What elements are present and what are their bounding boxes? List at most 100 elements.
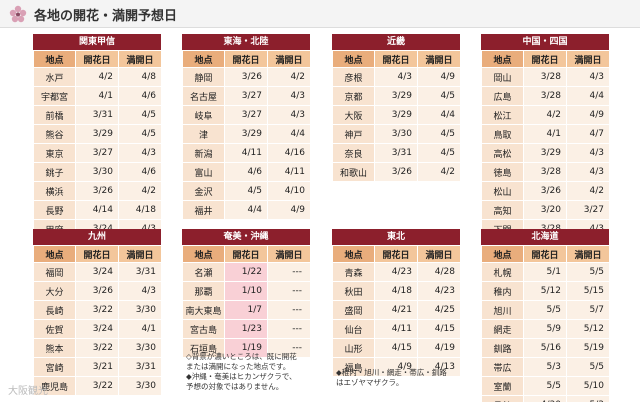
table-row: 前橋 3/31 4/5 <box>33 105 162 125</box>
full-bloom-date-cell: 4/2 <box>417 162 461 182</box>
bloom-date-cell: 3/31 <box>75 105 119 125</box>
region-title: 東海・北陸 <box>182 34 310 50</box>
full-bloom-date-cell: --- <box>267 338 311 358</box>
tohoku-note-line: はエゾヤマザクラ。 <box>336 378 404 387</box>
bloom-date-header: 開花日 <box>523 245 567 263</box>
bloom-date-cell: 5/16 <box>523 338 567 358</box>
bloom-date-cell: 4/5 <box>224 181 268 201</box>
location-cell: 宮古島 <box>182 319 225 339</box>
table-row: 秋田 4/18 4/23 <box>332 281 461 301</box>
table-row: 鳥取 4/1 4/7 <box>481 124 610 144</box>
full-bloom-date-cell: 4/8 <box>118 67 162 87</box>
bloom-date-cell: 4/1 <box>523 124 567 144</box>
location-header: 地点 <box>182 50 225 68</box>
location-cell: 名瀬 <box>182 262 225 282</box>
region-table: 東北 地点 開花日 満開日 青森 4/23 4/28 秋田 4/18 4/23 盛岡 4/21 4/25… <box>332 229 461 377</box>
bloom-date-cell: 5/9 <box>523 319 567 339</box>
full-bloom-date-cell: 4/6 <box>118 86 162 106</box>
full-bloom-date-cell: 4/9 <box>267 200 311 220</box>
table-header-row: 地点 開花日 満開日 <box>332 245 461 263</box>
bloom-date-cell: 3/27 <box>224 105 268 125</box>
region-table: 東海・北陸 地点 開花日 満開日 静岡 3/26 4/2 名古屋 3/27 4/3 岐阜 3/27 4/… <box>182 34 311 220</box>
region-title: 近畿 <box>332 34 460 50</box>
location-header: 地点 <box>332 245 375 263</box>
full-bloom-date-cell: --- <box>267 319 311 339</box>
bloom-date-header: 開花日 <box>75 50 119 68</box>
location-header: 地点 <box>332 50 375 68</box>
bloom-date-header: 開花日 <box>374 50 418 68</box>
full-bloom-date-cell: 3/30 <box>118 300 162 320</box>
full-bloom-date-cell: 4/2 <box>118 181 162 201</box>
location-cell: 鳥取 <box>481 124 524 144</box>
location-cell: 静岡 <box>182 67 225 87</box>
bloom-date-cell: 5/1 <box>523 262 567 282</box>
region-title: 奄美・沖縄 <box>182 229 310 245</box>
location-cell: 東京 <box>33 143 76 163</box>
tohoku-note-line: ◆稚内・旭川・網走・帯広・釧路 <box>336 368 447 377</box>
region-table: 関東甲信 地点 開花日 満開日 水戸 4/2 4/8 宇都宮 4/1 4/6 前橋 3/31 4/5 熊谷… <box>33 34 162 239</box>
location-cell: 広島 <box>481 86 524 106</box>
location-cell: 神戸 <box>332 124 375 144</box>
bloom-date-cell: 1/7 <box>224 300 268 320</box>
location-cell: 奈良 <box>332 143 375 163</box>
full-bloom-date-cell: 4/4 <box>566 86 610 106</box>
forecast-table: 地点 開花日 満開日 岡山 3/28 4/3 広島 3/28 4/4 松江 4/2 4/9 鳥取 4/1 4… <box>481 50 610 239</box>
location-cell: 水戸 <box>33 67 76 87</box>
full-bloom-date-cell: 5/7 <box>566 300 610 320</box>
bloom-date-header: 開花日 <box>75 245 119 263</box>
bloom-date-cell: 5/5 <box>523 300 567 320</box>
table-row: 石垣島 1/19 --- <box>182 338 311 358</box>
okinawa-note-line: 予想の対象ではありません。 <box>186 382 284 391</box>
full-bloom-date-cell: 4/18 <box>118 200 162 220</box>
location-cell: 山形 <box>332 338 375 358</box>
bloom-date-cell: 5/3 <box>523 357 567 377</box>
full-bloom-date-cell: 4/6 <box>118 162 162 182</box>
bloom-date-cell: 3/24 <box>75 262 119 282</box>
bloom-date-cell: 4/9 <box>374 357 418 377</box>
location-cell: 秋田 <box>332 281 375 301</box>
bloom-date-header: 開花日 <box>374 245 418 263</box>
table-header-row: 地点 開花日 満開日 <box>481 50 610 68</box>
full-bloom-date-cell: 4/3 <box>566 143 610 163</box>
location-cell: 旭川 <box>481 300 524 320</box>
full-bloom-date-cell: 5/5 <box>566 262 610 282</box>
location-header: 地点 <box>182 245 225 263</box>
table-row: 稚内 5/12 5/15 <box>481 281 610 301</box>
table-row: 金沢 4/5 4/10 <box>182 181 311 201</box>
full-bloom-date-cell: 5/3 <box>566 395 610 402</box>
table-row: 富山 4/6 4/11 <box>182 162 311 182</box>
table-row: 高知 3/20 3/27 <box>481 200 610 220</box>
full-bloom-date-cell: 4/9 <box>566 105 610 125</box>
forecast-table: 地点 開花日 満開日 福岡 3/24 3/31 大分 3/26 4/3 長崎 3/22 3/30 佐賀 3… <box>33 245 162 396</box>
location-cell: 長崎 <box>33 300 76 320</box>
location-cell: 鹿児島 <box>33 376 76 396</box>
bloom-date-cell: 3/27 <box>224 86 268 106</box>
bloom-date-cell: 5/5 <box>523 376 567 396</box>
region-table: 九州 地点 開花日 満開日 福岡 3/24 3/31 大分 3/26 4/3 長崎 3/22 3/30 佐… <box>33 229 162 396</box>
bloom-date-cell: 3/22 <box>75 300 119 320</box>
table-row: 福島 4/9 4/13 <box>332 357 461 377</box>
full-bloom-date-cell: 4/5 <box>118 124 162 144</box>
forecast-table: 地点 開花日 満開日 青森 4/23 4/28 秋田 4/18 4/23 盛岡 4/21 4/25 仙台… <box>332 245 461 377</box>
tohoku-note: ◆稚内・旭川・網走・帯広・釧路 はエゾヤマザクラ。 <box>336 368 447 388</box>
full-bloom-date-cell: 5/10 <box>566 376 610 396</box>
location-cell: 高松 <box>481 143 524 163</box>
table-row: 松山 3/26 4/2 <box>481 181 610 201</box>
table-row: 旭川 5/5 5/7 <box>481 300 610 320</box>
region-table: 北海道 地点 開花日 満開日 札幌 5/1 5/5 稚内 5/12 5/15 旭川 5/5 5/7 網走 5… <box>481 229 610 402</box>
bloom-date-cell: 3/29 <box>523 143 567 163</box>
bloom-date-cell: 3/26 <box>75 181 119 201</box>
bloom-date-cell: 4/30 <box>523 395 567 402</box>
full-bloom-date-header: 満開日 <box>118 245 162 263</box>
table-row: 徳島 3/28 4/3 <box>481 162 610 182</box>
bloom-date-cell: 3/24 <box>75 319 119 339</box>
location-cell: 函館 <box>481 395 524 402</box>
table-row: 高松 3/29 4/3 <box>481 143 610 163</box>
bloom-date-cell: 3/26 <box>224 67 268 87</box>
location-cell: 金沢 <box>182 181 225 201</box>
bloom-date-cell: 1/19 <box>224 338 268 358</box>
table-row: 京都 3/29 4/5 <box>332 86 461 106</box>
location-cell: 宮崎 <box>33 357 76 377</box>
full-bloom-date-cell: 3/30 <box>118 376 162 396</box>
table-row: 宮古島 1/23 --- <box>182 319 311 339</box>
